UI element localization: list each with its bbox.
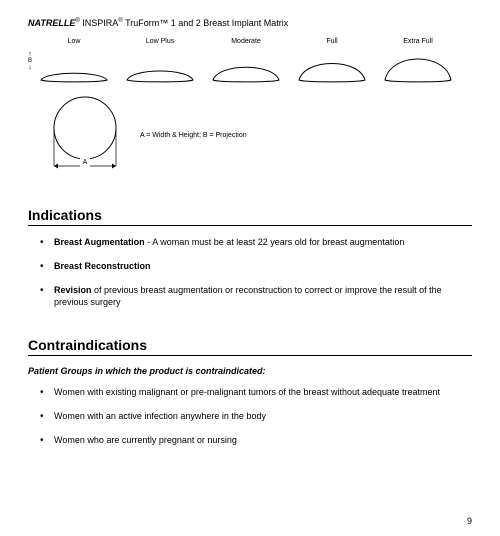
lower-row: A A = Width & Height; B = Projection xyxy=(48,91,472,179)
line: INSPIRA xyxy=(82,18,118,28)
contraindications-heading: Contraindications xyxy=(28,337,472,356)
page-number: 9 xyxy=(467,516,472,526)
list-item: Women with existing malignant or pre-mal… xyxy=(54,386,472,398)
profile-label: Moderate xyxy=(231,38,261,45)
circle-figure: A xyxy=(48,91,122,179)
profile-extra-full: Extra Full xyxy=(382,38,454,83)
contraindications-subhead: Patient Groups in which the product is c… xyxy=(28,366,472,376)
matrix-title: NATRELLE® INSPIRA® TruForm™ 1 and 2 Brea… xyxy=(28,18,472,28)
list-item: Breast Reconstruction xyxy=(54,260,472,272)
circle-diagram: A xyxy=(48,91,122,179)
title-rest: 1 and 2 Breast Implant Matrix xyxy=(171,18,289,28)
profile-shape xyxy=(210,49,282,83)
profile-full: Full xyxy=(296,38,368,83)
reg-2: ® xyxy=(118,18,122,24)
reg-1: ® xyxy=(75,18,79,24)
list-item: Breast Augmentation - A woman must be at… xyxy=(54,236,472,248)
b-arrow-down: ↓ xyxy=(28,64,32,71)
svg-text:A: A xyxy=(83,159,88,166)
profile-low-plus: Low Plus xyxy=(124,38,196,83)
profile-label: Low Plus xyxy=(146,38,174,45)
profile-label: Low xyxy=(68,38,81,45)
profile-shape xyxy=(124,49,196,83)
profile-shape xyxy=(38,49,110,83)
profile-shape xyxy=(296,49,368,83)
profile-shape xyxy=(382,49,454,83)
legend-text: A = Width & Height; B = Projection xyxy=(140,132,247,139)
list-item: Revision of previous breast augmentation… xyxy=(54,284,472,308)
list-item: Women with an active infection anywhere … xyxy=(54,410,472,422)
b-arrow-up: ↑ xyxy=(28,51,32,58)
item-bold: Breast Augmentation xyxy=(54,237,145,247)
brand: NATRELLE xyxy=(28,18,75,28)
indications-heading: Indications xyxy=(28,207,472,226)
item-text: of previous breast augmentation or recon… xyxy=(54,285,442,307)
profile-label: Full xyxy=(326,38,337,45)
profile-low: Low xyxy=(38,38,110,83)
indications-list: Breast Augmentation - A woman must be at… xyxy=(28,236,472,309)
list-item: Women who are currently pregnant or nurs… xyxy=(54,434,472,446)
tech: TruForm™ xyxy=(125,18,168,28)
profile-matrix: ↑ B ↓ Low Low Plus Moderate Full Extra Full xyxy=(28,38,472,83)
profile-label: Extra Full xyxy=(403,38,433,45)
contraindications-list: Women with existing malignant or pre-mal… xyxy=(28,386,472,446)
b-axis: ↑ B ↓ xyxy=(28,51,32,71)
item-bold: Breast Reconstruction xyxy=(54,261,151,271)
item-bold: Revision xyxy=(54,285,92,295)
profile-moderate: Moderate xyxy=(210,38,282,83)
item-text: - A woman must be at least 22 years old … xyxy=(145,237,405,247)
